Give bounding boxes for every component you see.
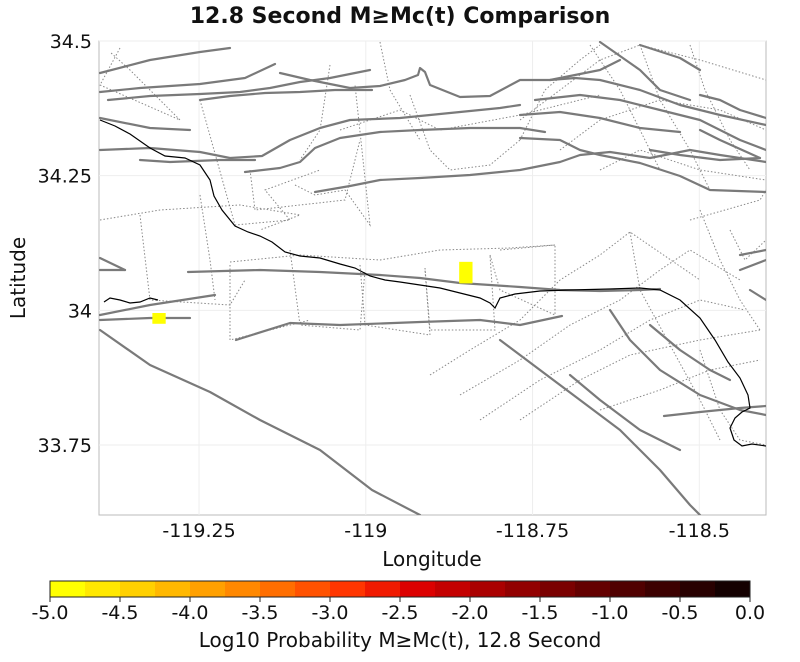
colorbar-label: Log10 Probability M≥Mc(t), 12.8 Second — [198, 628, 602, 652]
probability-cell-1 — [152, 313, 166, 324]
x-axis-ticks: -119.25 -119 -118.75 -118.5 — [162, 520, 730, 542]
colorbar-tick-label-8: -1.0 — [591, 602, 628, 624]
colorbar-tick-label-3: -3.5 — [241, 602, 278, 624]
y-axis-label: Latitude — [6, 237, 30, 319]
colorbar-swatch-2 — [120, 581, 156, 597]
colorbar-tick-label-10: 0.0 — [735, 602, 765, 624]
colorbar-swatch-4 — [190, 581, 226, 597]
colorbar — [49, 580, 751, 598]
colorbar-swatch-14 — [540, 581, 576, 597]
x-tick-label-0: -119.25 — [162, 520, 235, 542]
colorbar-tick-label-0: -5.0 — [31, 602, 68, 624]
y-tick-label-2: 34 — [68, 300, 92, 322]
colorbar-swatch-10 — [400, 581, 436, 597]
colorbar-swatch-5 — [225, 581, 261, 597]
colorbar-swatch-1 — [85, 581, 121, 597]
plot-area — [98, 40, 767, 516]
colorbar-tick-label-9: -0.5 — [661, 602, 698, 624]
colorbar-swatch-0 — [50, 581, 86, 597]
colorbar-tick-label-6: -2.0 — [451, 602, 488, 624]
colorbar-tick-label-1: -4.5 — [101, 602, 138, 624]
y-tick-label-0: 34.5 — [50, 31, 92, 53]
colorbar-swatch-3 — [155, 581, 191, 597]
colorbar-swatch-17 — [645, 581, 681, 597]
colorbar-tick-label-5: -2.5 — [381, 602, 418, 624]
colorbar-swatch-15 — [575, 581, 611, 597]
colorbar-swatch-9 — [365, 581, 401, 597]
colorbar-swatch-6 — [260, 581, 296, 597]
y-axis-ticks: 34.5 34.25 34 33.75 — [38, 31, 92, 457]
x-tick-label-1: -119 — [344, 520, 387, 542]
probability-cell-0 — [459, 261, 473, 284]
colorbar-swatch-8 — [330, 581, 366, 597]
colorbar-tick-label-7: -1.5 — [521, 602, 558, 624]
colorbar-swatch-16 — [610, 581, 646, 597]
colorbar-swatch-18 — [680, 581, 716, 597]
chart-title: 12.8 Second M≥Mc(t) Comparison — [189, 4, 611, 29]
colorbar-swatch-13 — [505, 581, 541, 597]
x-axis-label: Longitude — [382, 547, 481, 571]
colorbar-swatch-19 — [715, 581, 751, 597]
colorbar-swatch-11 — [435, 581, 471, 597]
y-tick-label-3: 33.75 — [38, 435, 92, 457]
x-tick-label-2: -118.75 — [496, 520, 569, 542]
fault-traces — [99, 41, 766, 515]
x-tick-label-3: -118.5 — [669, 520, 730, 542]
colorbar-swatch-12 — [470, 581, 506, 597]
grid-lines — [99, 40, 766, 515]
colorbar-tick-label-4: -3.0 — [311, 602, 348, 624]
colorbar-tick-label-2: -4.0 — [171, 602, 208, 624]
colorbar-swatch-7 — [295, 581, 331, 597]
y-tick-label-1: 34.25 — [38, 166, 92, 188]
probability-cells — [152, 261, 473, 324]
colorbar-ticks: -5.0 -4.5 -4.0 -3.5 -3.0 -2.5 -2.0 -1.5 -1.0 -0.5… — [31, 597, 765, 624]
